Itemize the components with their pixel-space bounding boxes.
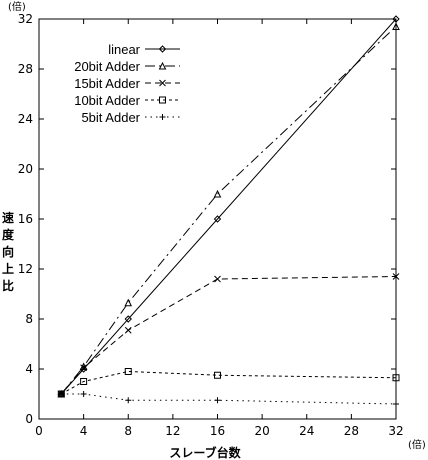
data-point-10bit-adder bbox=[392, 374, 400, 382]
x-axis-unit: (倍) bbox=[408, 438, 426, 451]
data-point-5bit-adder bbox=[80, 391, 87, 397]
data-point-20bit-adder bbox=[213, 189, 222, 198]
x-tick-label: 4 bbox=[80, 424, 88, 438]
series-15bit-adder bbox=[57, 273, 400, 398]
x-tick-label: 32 bbox=[388, 424, 403, 438]
x-tick-label: 0 bbox=[35, 424, 43, 438]
x-axis-title: スレーブ台数 bbox=[169, 445, 241, 460]
legend-marker-10bit-adder bbox=[159, 96, 166, 104]
series-layer bbox=[57, 15, 400, 407]
legend-label-5bit-adder: 5bit Adder bbox=[81, 110, 140, 125]
series-5bit-adder bbox=[58, 391, 399, 407]
y-axis-title-char: 上 bbox=[2, 261, 14, 276]
x-tick-label: 20 bbox=[254, 424, 269, 438]
x-tick-label: 28 bbox=[344, 424, 359, 438]
data-point-15bit-adder bbox=[80, 364, 87, 372]
y-tick-label: 32 bbox=[18, 12, 33, 26]
data-point-10bit-adder bbox=[214, 371, 221, 379]
y-axis-title-char: 向 bbox=[2, 244, 14, 259]
y-tick-label: 28 bbox=[18, 62, 33, 76]
series-line-linear bbox=[60, 18, 397, 395]
data-point-linear bbox=[392, 15, 400, 23]
legend-marker-20bit-adder bbox=[158, 61, 167, 70]
legend-label-10bit-adder: 10bit Adder bbox=[74, 93, 140, 108]
x-tick-label: 12 bbox=[165, 424, 180, 438]
data-point-15bit-adder bbox=[124, 326, 132, 334]
y-tick-label: 0 bbox=[25, 412, 33, 426]
y-axis-title-char: 比 bbox=[2, 278, 14, 293]
legend-label-15bit-adder: 15bit Adder bbox=[74, 76, 140, 91]
legend-label-linear: linear bbox=[108, 42, 140, 57]
legend: linear 20bit Adder 15bit Adder 10bit Adder 5… bbox=[74, 42, 180, 125]
data-point-15bit-adder bbox=[214, 275, 221, 283]
x-tick-label: 8 bbox=[124, 424, 132, 438]
y-axis-unit: (倍) bbox=[8, 0, 26, 13]
legend-marker-15bit-adder bbox=[159, 79, 166, 87]
data-point-10bit-adder bbox=[80, 378, 88, 385]
data-point-5bit-adder bbox=[58, 391, 65, 397]
series-line-15bit-adder bbox=[60, 276, 397, 395]
y-tick-label: 24 bbox=[18, 112, 33, 126]
legend-marker-5bit-adder bbox=[159, 114, 166, 120]
y-tick-label: 4 bbox=[25, 362, 33, 376]
series-line-10bit-adder bbox=[61, 370, 397, 395]
data-point-5bit-adder bbox=[125, 397, 132, 404]
legend-marker-linear bbox=[158, 45, 167, 53]
data-point-5bit-adder bbox=[214, 397, 221, 404]
y-tick-label: 20 bbox=[18, 162, 33, 176]
data-point-linear bbox=[213, 215, 222, 223]
y-axis-title-char: 速 bbox=[2, 210, 14, 225]
data-point-20bit-adder bbox=[392, 22, 400, 30]
axis-ticks: 0 4 8 12 16 20 24 28 32 0 4 8 12 16 20 24 28 32 bbox=[18, 12, 404, 438]
data-point-10bit-adder bbox=[124, 368, 132, 375]
series-line-5bit-adder bbox=[61, 393, 397, 405]
series-line-20bit-adder bbox=[60, 26, 397, 395]
data-point-15bit-adder bbox=[392, 273, 400, 280]
y-axis-title-char: 度 bbox=[2, 227, 15, 242]
data-point-linear bbox=[124, 315, 132, 323]
y-tick-label: 16 bbox=[18, 212, 33, 226]
series-10bit-adder bbox=[57, 368, 400, 398]
x-tick-label: 24 bbox=[299, 424, 314, 438]
legend-label-20bit-adder: 20bit Adder bbox=[74, 59, 140, 74]
y-tick-label: 12 bbox=[18, 262, 33, 276]
data-point-20bit-adder bbox=[124, 298, 133, 307]
data-point-5bit-adder bbox=[393, 401, 399, 407]
y-tick-label: 8 bbox=[25, 312, 33, 326]
x-tick-label: 16 bbox=[210, 424, 225, 438]
